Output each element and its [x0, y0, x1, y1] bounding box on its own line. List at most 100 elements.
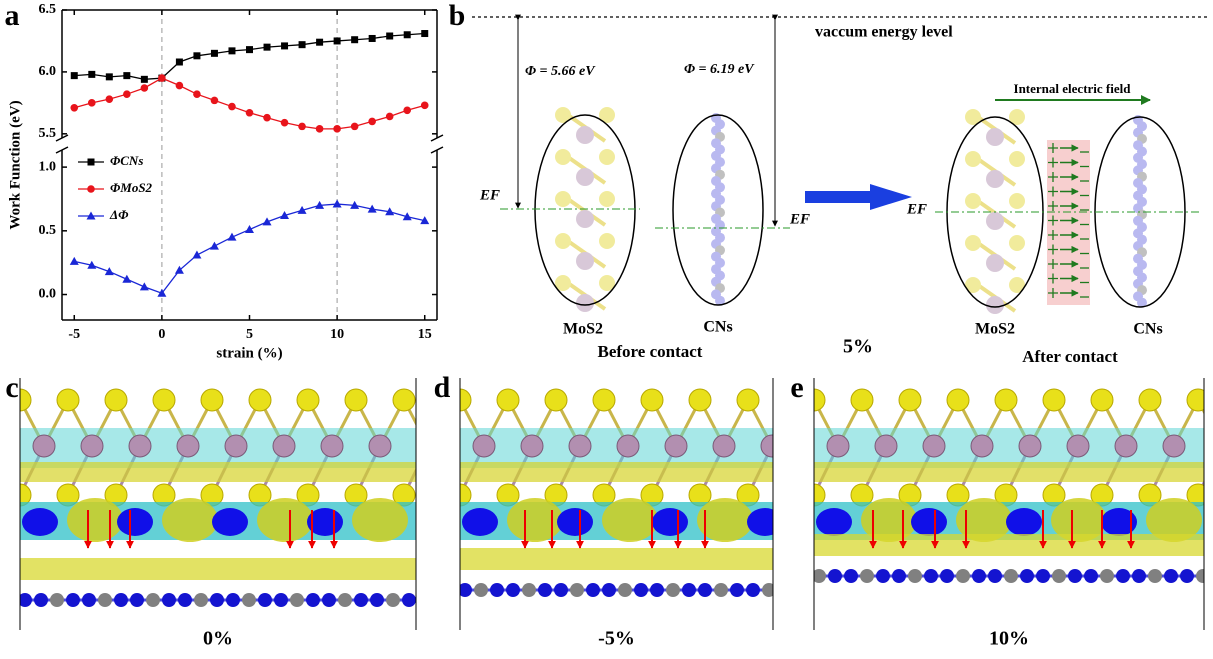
carbon-atom — [1004, 569, 1018, 583]
legend-label: ΦCNs — [110, 153, 143, 168]
marker — [122, 274, 132, 283]
carbon-atom — [402, 593, 416, 607]
bond — [770, 440, 773, 447]
mo-atom — [576, 210, 594, 228]
sulfur-atom — [965, 109, 981, 125]
sulfur-atom — [965, 235, 981, 251]
marker — [174, 265, 184, 274]
yellow-isosurface — [1051, 498, 1107, 542]
marker — [157, 288, 167, 297]
strain-caption: -5% — [598, 628, 635, 650]
panel-label: d — [434, 371, 451, 404]
carbon-atom — [730, 583, 744, 597]
caption: After contact — [1022, 347, 1118, 366]
marker — [368, 34, 376, 42]
mo-atom — [417, 435, 439, 457]
carbon-atom — [538, 583, 552, 597]
sulfur-atom — [1009, 193, 1025, 209]
sulfur-atom — [599, 233, 615, 249]
carbon-atom — [1164, 569, 1178, 583]
marker — [175, 58, 183, 66]
carbon-atom — [1020, 569, 1034, 583]
sulfur-atom — [555, 191, 571, 207]
blue-isosurface — [816, 508, 852, 536]
sulfur-atom — [555, 107, 571, 123]
chart: -5 0 5 10 15 5.5 6.0 6.5 0.0 0.5 1.0 strain (%) Work… — [7, 2, 444, 361]
sulfur-atom — [20, 483, 32, 507]
carbon-atom — [1196, 569, 1204, 583]
charge-density-image — [20, 378, 439, 630]
carbon-atom — [618, 583, 632, 597]
marker — [386, 32, 394, 40]
material-label: CNs — [1133, 321, 1162, 338]
x-tick-label: 5 — [246, 327, 253, 342]
mo-atom — [272, 434, 296, 458]
mo-atom — [986, 296, 1004, 314]
marker — [297, 205, 307, 214]
charge-region — [1047, 140, 1090, 305]
carbon-atom — [1148, 569, 1162, 583]
carbon-atom — [20, 593, 32, 607]
marker — [70, 72, 78, 80]
marker — [210, 49, 218, 57]
phi-label: Φ = 6.19 eV — [684, 62, 755, 77]
carbon-atom — [876, 569, 890, 583]
mo-atom — [760, 434, 773, 458]
sulfur-atom — [965, 193, 981, 209]
y-tick-label: 6.0 — [39, 64, 57, 79]
carbon-atom — [322, 593, 336, 607]
marker — [298, 41, 306, 49]
blue-isosurface — [1101, 508, 1137, 536]
yellow-isosurface — [956, 498, 1012, 542]
mo-atom — [664, 434, 688, 458]
carbon-atom — [66, 593, 80, 607]
carbon-atom — [290, 593, 304, 607]
sulfur-atom — [1009, 109, 1025, 125]
sulfur-atom — [1009, 151, 1025, 167]
marker — [88, 70, 96, 78]
axis-break — [430, 134, 444, 142]
plus-sign — [1048, 273, 1058, 284]
plus-sign — [1048, 288, 1058, 298]
yellow-isosurface — [460, 548, 773, 570]
blue-isosurface — [911, 508, 947, 536]
carbon-atom — [570, 583, 584, 597]
x-tick-label: 0 — [158, 327, 165, 342]
mo-atom — [1114, 434, 1138, 458]
mo-atom — [576, 294, 594, 312]
marker — [298, 122, 306, 131]
carbon-atom — [258, 593, 272, 607]
carbon-atom — [666, 583, 680, 597]
carbon-atom — [460, 583, 472, 597]
blue-isosurface — [557, 508, 593, 536]
sulfur-atom — [248, 388, 272, 412]
charge-density-image — [460, 378, 773, 630]
carbon-atom — [1036, 569, 1050, 583]
sulfur-atom — [599, 275, 615, 291]
field-label: Internal electric field — [1014, 81, 1132, 96]
marker — [123, 90, 131, 98]
marker — [315, 200, 325, 209]
axis-break — [55, 146, 69, 154]
yellow-isosurface — [814, 534, 1204, 556]
sulfur-atom — [460, 388, 472, 412]
plus-sign — [1048, 230, 1058, 240]
y-tick-label: 5.5 — [39, 126, 57, 141]
marker — [421, 30, 429, 38]
yellow-isosurface — [814, 462, 1204, 482]
carbon-atom — [860, 569, 874, 583]
carbon-atom — [242, 593, 256, 607]
mo-atom — [472, 434, 496, 458]
sulfur-atom — [599, 149, 615, 165]
material-label: MoS2 — [563, 321, 603, 338]
carbon-atom — [714, 583, 728, 597]
marker — [263, 43, 271, 51]
sulfur-atom — [1009, 235, 1025, 251]
yellow-isosurface — [67, 498, 123, 542]
sulfur-atom — [814, 388, 826, 412]
carbon-atom — [114, 593, 128, 607]
axis-break — [55, 134, 69, 142]
yellow-isosurface — [460, 462, 773, 482]
